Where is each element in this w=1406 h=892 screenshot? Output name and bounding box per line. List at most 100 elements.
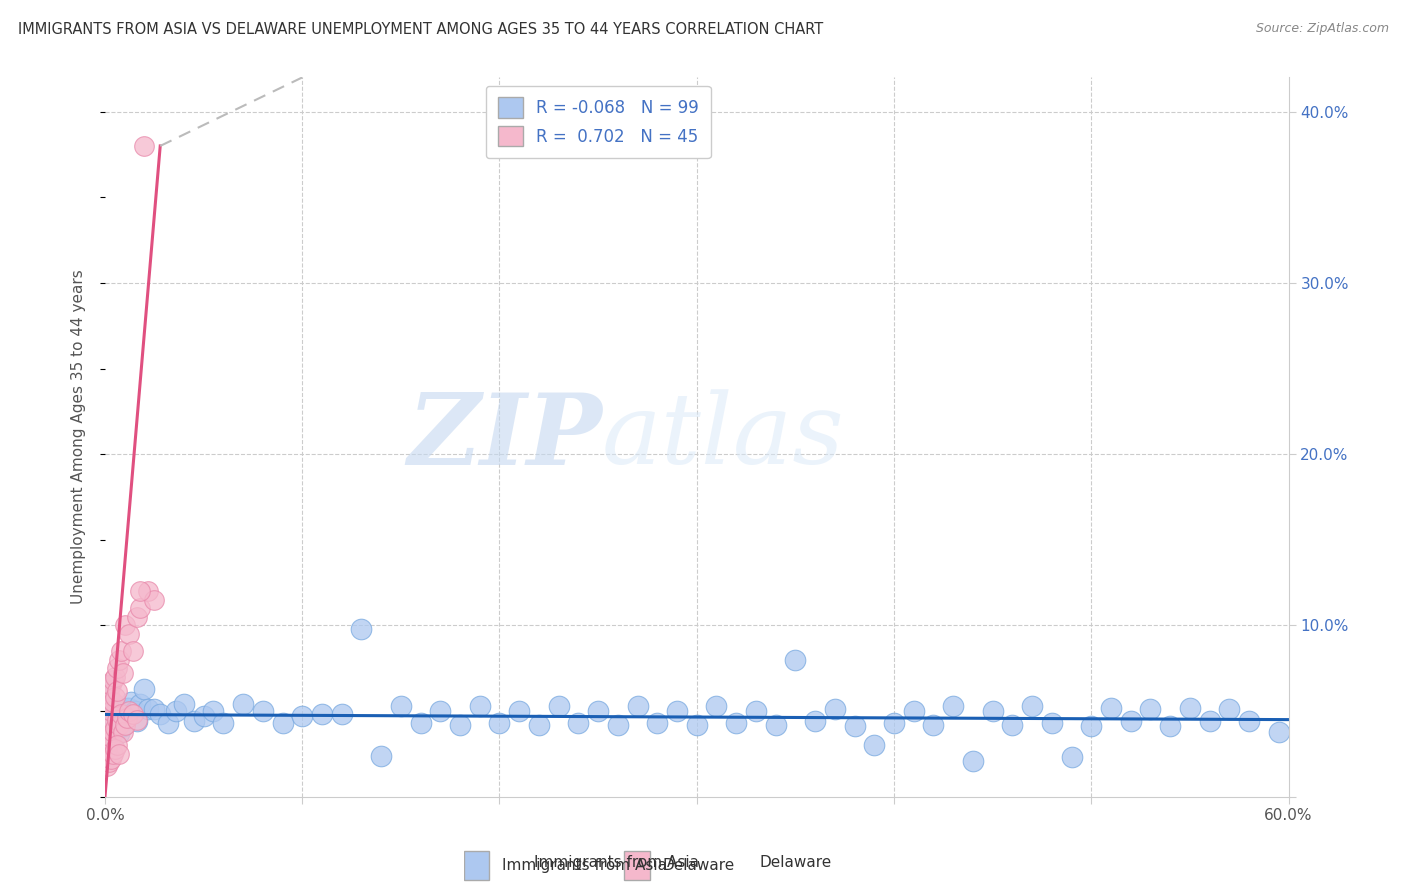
- Point: [104, 741, 127, 756]
- Point: [1080, 719, 1102, 733]
- Point: [1198, 714, 1220, 729]
- Point: [121, 707, 143, 722]
- Point: [105, 711, 128, 725]
- Point: [981, 704, 1004, 718]
- Point: [1178, 700, 1201, 714]
- Point: [107, 718, 129, 732]
- Point: [1119, 714, 1142, 729]
- Point: [785, 653, 807, 667]
- Point: [125, 714, 148, 729]
- Point: [922, 718, 945, 732]
- Point: [468, 698, 491, 713]
- Point: [429, 704, 451, 718]
- Point: [121, 644, 143, 658]
- Point: [118, 704, 141, 718]
- Point: [193, 709, 215, 723]
- Point: [118, 700, 141, 714]
- Point: [350, 622, 373, 636]
- Point: [97, 713, 120, 727]
- Point: [110, 702, 132, 716]
- Point: [114, 718, 136, 732]
- Point: [96, 713, 118, 727]
- Point: [706, 698, 728, 713]
- Point: [100, 716, 122, 731]
- Point: [165, 704, 187, 718]
- Point: [96, 759, 118, 773]
- Point: [96, 721, 118, 735]
- Point: [1060, 750, 1083, 764]
- Point: [157, 716, 180, 731]
- Point: [942, 698, 965, 713]
- Point: [101, 724, 124, 739]
- Text: Delaware: Delaware: [662, 858, 734, 872]
- Point: [311, 707, 333, 722]
- Text: Immigrants from Asia: Immigrants from Asia: [534, 855, 699, 870]
- Point: [1139, 702, 1161, 716]
- Point: [149, 707, 172, 722]
- Point: [124, 704, 146, 718]
- Point: [134, 681, 156, 696]
- Point: [115, 700, 138, 714]
- Point: [110, 644, 132, 658]
- Point: [1237, 714, 1260, 729]
- Point: [105, 739, 128, 753]
- Point: [883, 716, 905, 731]
- Point: [129, 584, 152, 599]
- Point: [1218, 702, 1240, 716]
- Point: [100, 752, 122, 766]
- Point: [202, 704, 225, 718]
- Text: Delaware: Delaware: [759, 855, 831, 870]
- Point: [107, 653, 129, 667]
- Point: [183, 714, 205, 729]
- Point: [111, 719, 134, 733]
- FancyBboxPatch shape: [624, 851, 650, 880]
- Point: [114, 618, 136, 632]
- Point: [488, 716, 510, 731]
- Point: [97, 750, 120, 764]
- Point: [527, 718, 550, 732]
- Point: [100, 704, 122, 718]
- Point: [232, 697, 254, 711]
- Point: [104, 670, 127, 684]
- Point: [101, 673, 124, 688]
- Point: [104, 724, 127, 739]
- Point: [115, 711, 138, 725]
- Point: [101, 700, 124, 714]
- Point: [105, 713, 128, 727]
- Point: [111, 724, 134, 739]
- Point: [114, 709, 136, 723]
- Point: [271, 716, 294, 731]
- Point: [100, 721, 122, 735]
- Point: [903, 704, 925, 718]
- Point: [120, 696, 142, 710]
- Legend: R = -0.068   N = 99, R =  0.702   N = 45: R = -0.068 N = 99, R = 0.702 N = 45: [486, 86, 710, 158]
- Point: [101, 696, 124, 710]
- Point: [101, 716, 124, 731]
- Point: [125, 713, 148, 727]
- Text: Source: ZipAtlas.com: Source: ZipAtlas.com: [1256, 22, 1389, 36]
- Point: [1021, 698, 1043, 713]
- Point: [804, 714, 827, 729]
- Point: [111, 666, 134, 681]
- Point: [586, 704, 609, 718]
- Text: atlas: atlas: [602, 390, 845, 484]
- Point: [107, 700, 129, 714]
- Point: [101, 747, 124, 761]
- Point: [104, 721, 127, 735]
- Text: Immigrants from Asia: Immigrants from Asia: [502, 858, 666, 872]
- Point: [129, 601, 152, 615]
- Point: [567, 716, 589, 731]
- Point: [606, 718, 628, 732]
- Point: [508, 704, 530, 718]
- Point: [370, 748, 392, 763]
- Point: [138, 702, 160, 716]
- Point: [101, 698, 124, 713]
- Point: [745, 704, 768, 718]
- Point: [291, 709, 314, 723]
- Point: [104, 690, 127, 705]
- Point: [111, 706, 134, 720]
- Point: [96, 741, 118, 756]
- Point: [1267, 724, 1289, 739]
- Point: [110, 713, 132, 727]
- Point: [212, 716, 235, 731]
